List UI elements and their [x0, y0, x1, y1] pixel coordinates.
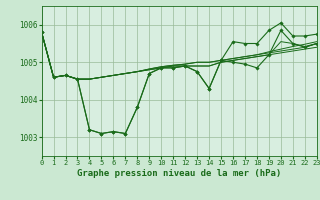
X-axis label: Graphe pression niveau de la mer (hPa): Graphe pression niveau de la mer (hPa) — [77, 169, 281, 178]
